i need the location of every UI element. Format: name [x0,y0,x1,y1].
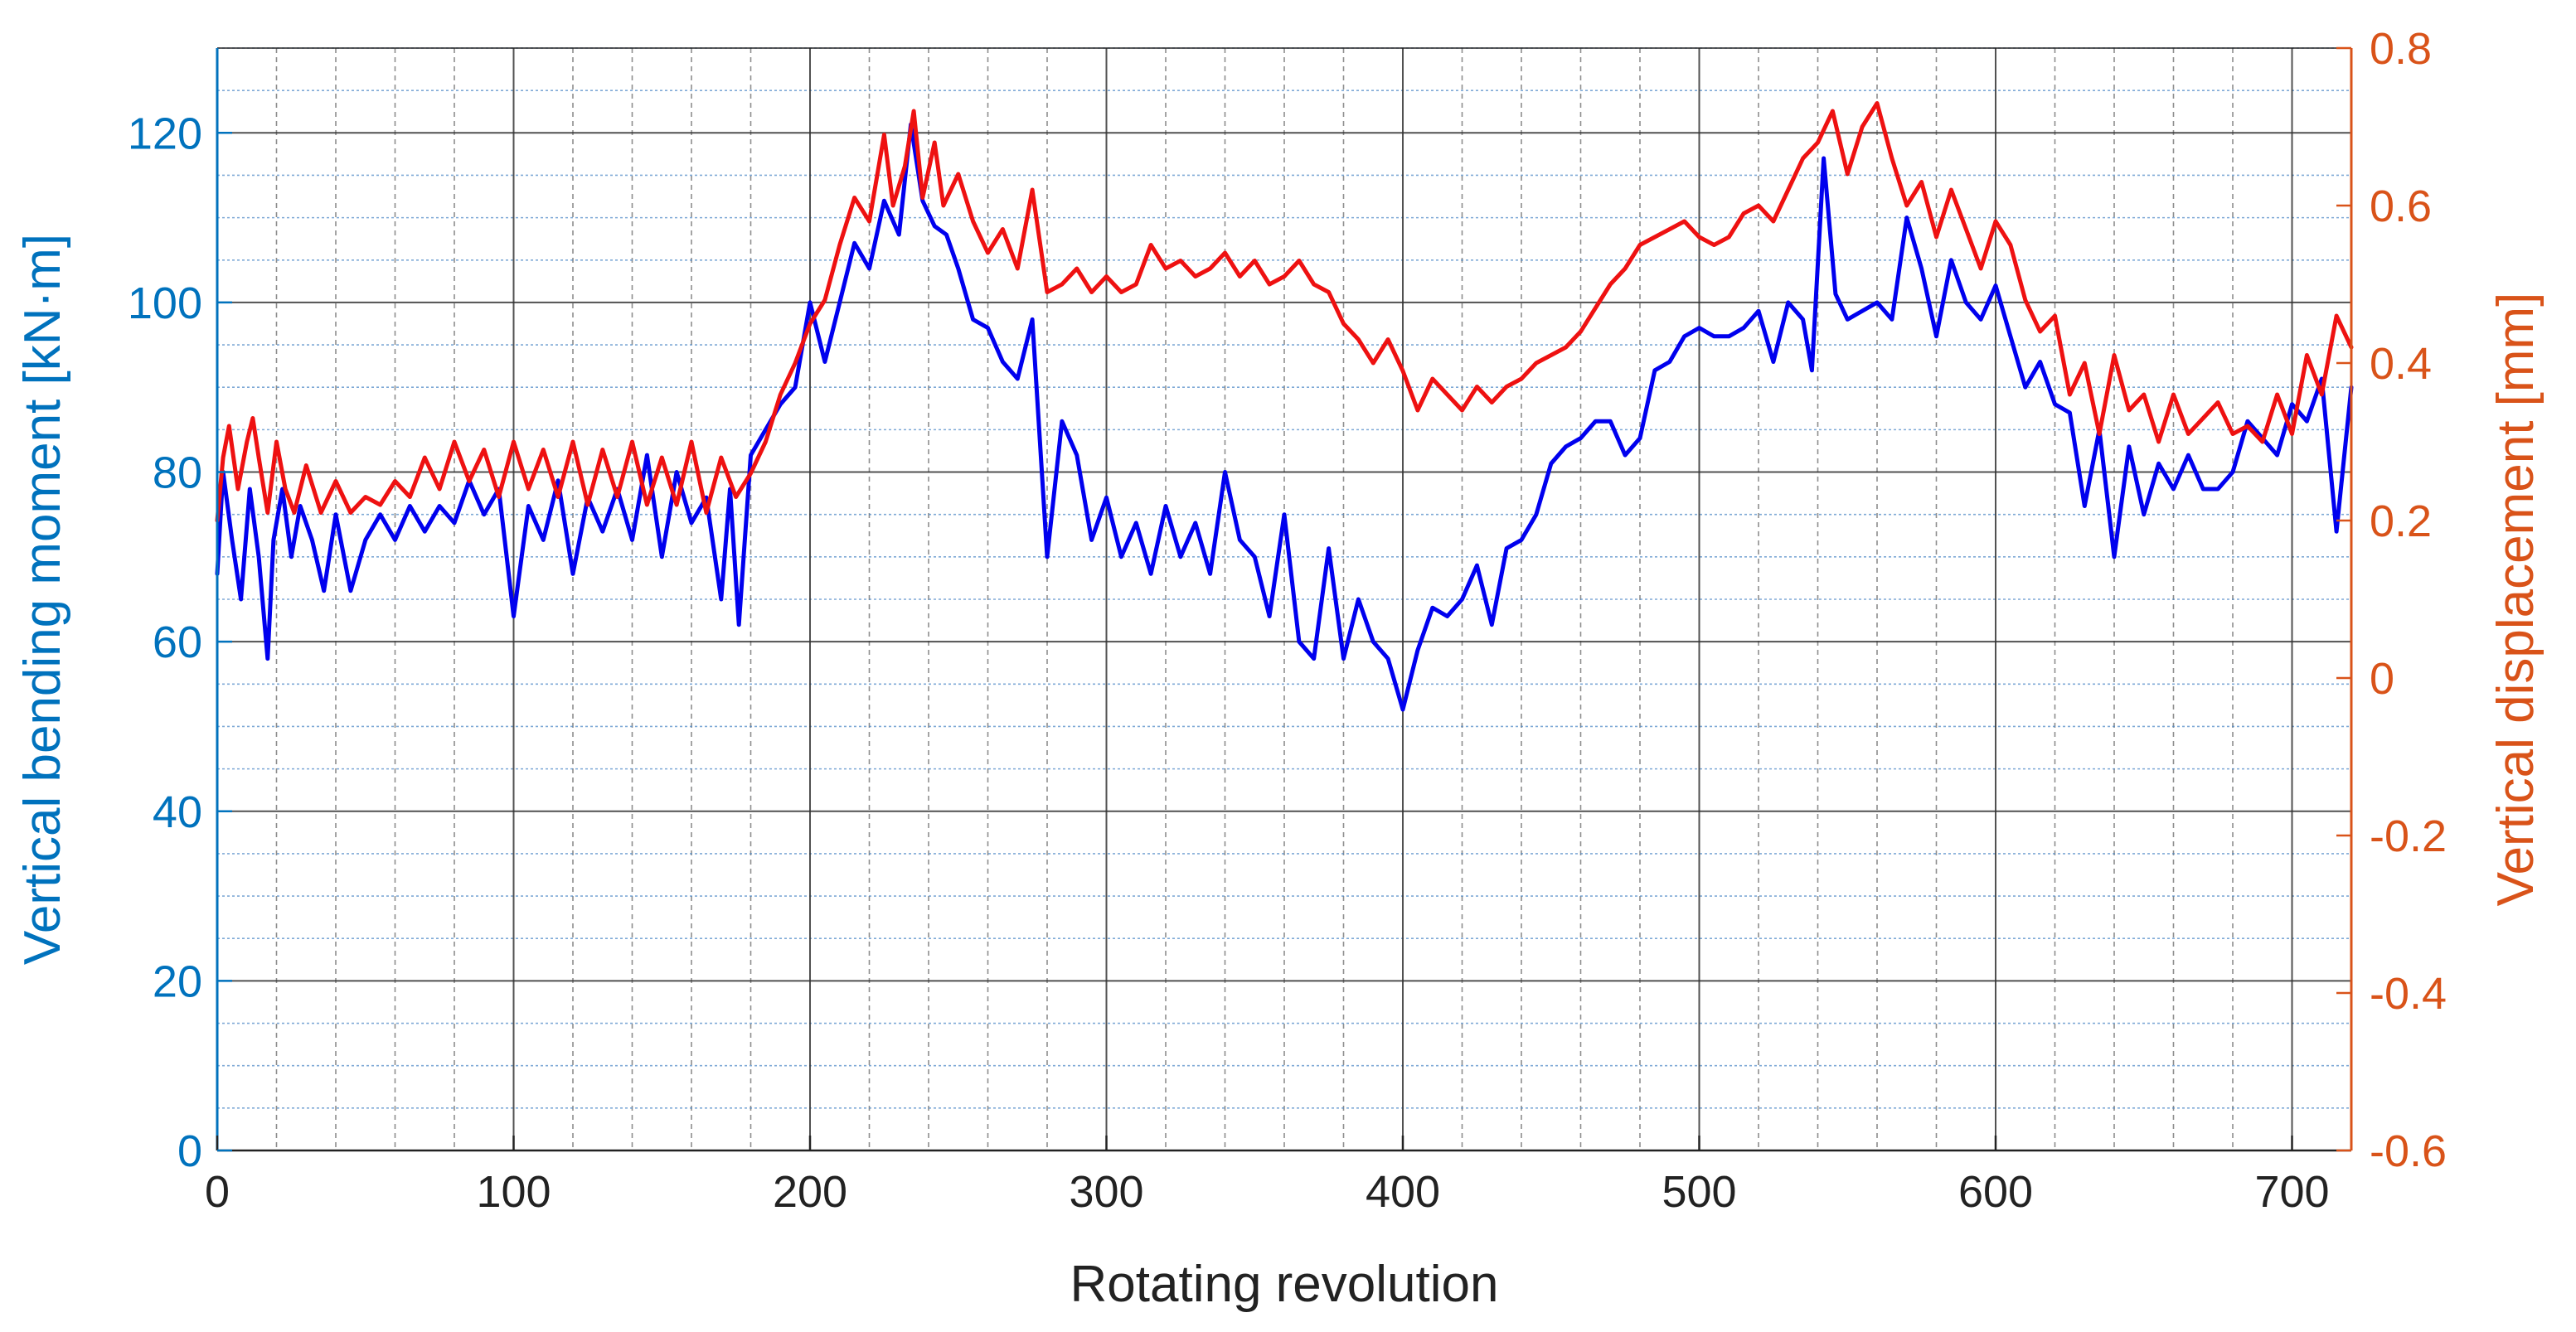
left-y-tick-label: 80 [153,448,202,498]
x-tick-label: 300 [1069,1167,1143,1217]
series-layer [215,101,2354,712]
left-y-tick-label: 0 [177,1126,202,1176]
x-tick-label: 0 [205,1167,230,1217]
bending-moment-line [215,122,2354,712]
right-y-tick-label: -0.2 [2370,811,2447,861]
x-axis-title: Rotating revolution [1070,1256,1499,1313]
left-y-tick-label: 100 [128,279,202,328]
displacement-line [215,101,2354,523]
x-tick-label: 500 [1662,1167,1736,1217]
x-tick-label: 400 [1366,1167,1440,1217]
right-y-axis-title: Vertical displacement [mm] [2487,293,2544,907]
right-y-tick-label: 0.4 [2370,339,2432,389]
ticks-layer: 0 100 200 300 400 500 600 700 0 20 40 60 80 100 120 -0.… [128,24,2447,1217]
right-y-tick-label: 0.8 [2370,24,2432,74]
left-y-tick-label: 120 [128,109,202,158]
left-y-tick-label: 60 [153,618,202,667]
left-y-axis-title: Vertical bending moment [kN·m] [14,234,71,965]
left-y-tick-label: 20 [153,957,202,1006]
major-grid [217,48,2351,1150]
right-y-tick-label: 0.6 [2370,182,2432,231]
x-tick-label: 100 [476,1167,551,1217]
x-tick-label: 200 [773,1167,847,1217]
left-y-tick-label: 40 [153,787,202,837]
right-y-tick-label: -0.6 [2370,1126,2447,1176]
right-y-tick-label: 0.2 [2370,496,2432,546]
x-tick-label: 600 [1958,1167,2033,1217]
right-y-tick-label: -0.4 [2370,969,2447,1019]
right-y-tick-label: 0 [2370,654,2394,704]
x-tick-label: 700 [2254,1167,2329,1217]
